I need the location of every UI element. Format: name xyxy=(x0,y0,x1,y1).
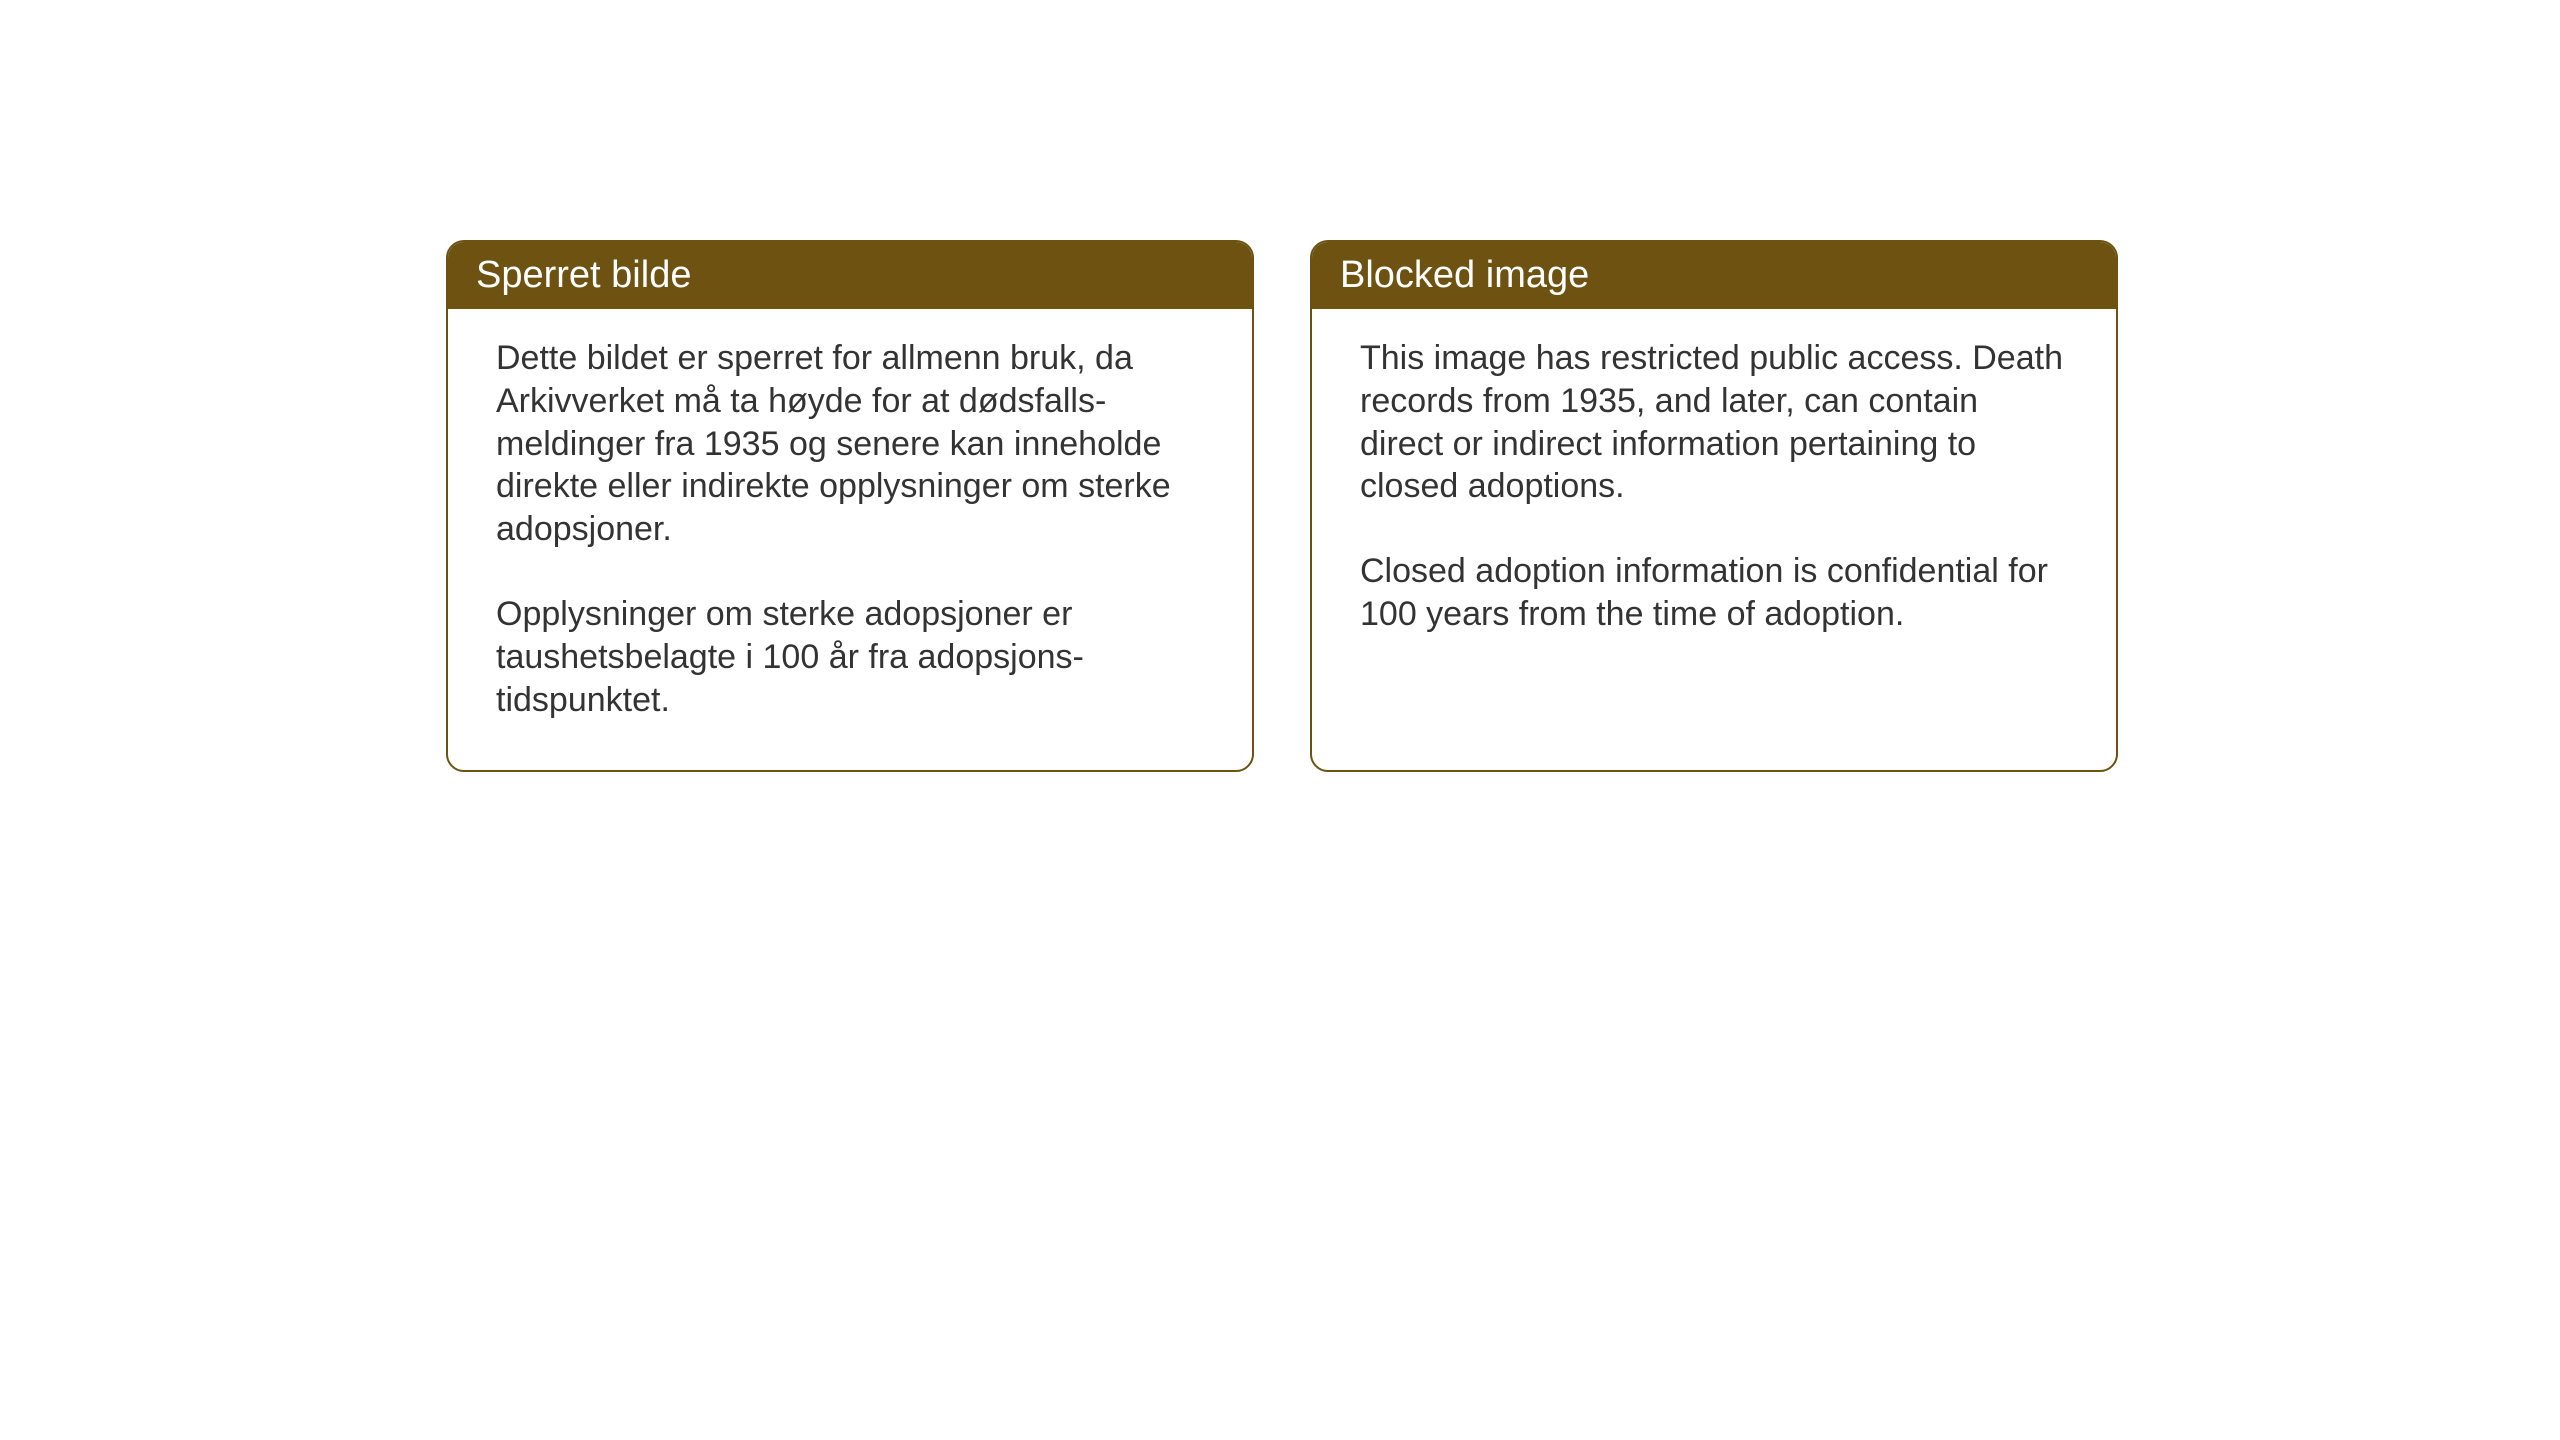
notice-container: Sperret bilde Dette bildet er sperret fo… xyxy=(446,240,2118,772)
notice-paragraph: Opplysninger om sterke adopsjoner er tau… xyxy=(496,593,1204,721)
notice-paragraph: Dette bildet er sperret for allmenn bruk… xyxy=(496,337,1204,551)
notice-paragraph: Closed adoption information is confident… xyxy=(1360,550,2068,636)
card-header-english: Blocked image xyxy=(1312,242,2116,309)
notice-card-norwegian: Sperret bilde Dette bildet er sperret fo… xyxy=(446,240,1254,772)
notice-card-english: Blocked image This image has restricted … xyxy=(1310,240,2118,772)
card-body-norwegian: Dette bildet er sperret for allmenn bruk… xyxy=(448,309,1252,770)
card-header-norwegian: Sperret bilde xyxy=(448,242,1252,309)
notice-paragraph: This image has restricted public access.… xyxy=(1360,337,2068,508)
card-body-english: This image has restricted public access.… xyxy=(1312,309,2116,684)
